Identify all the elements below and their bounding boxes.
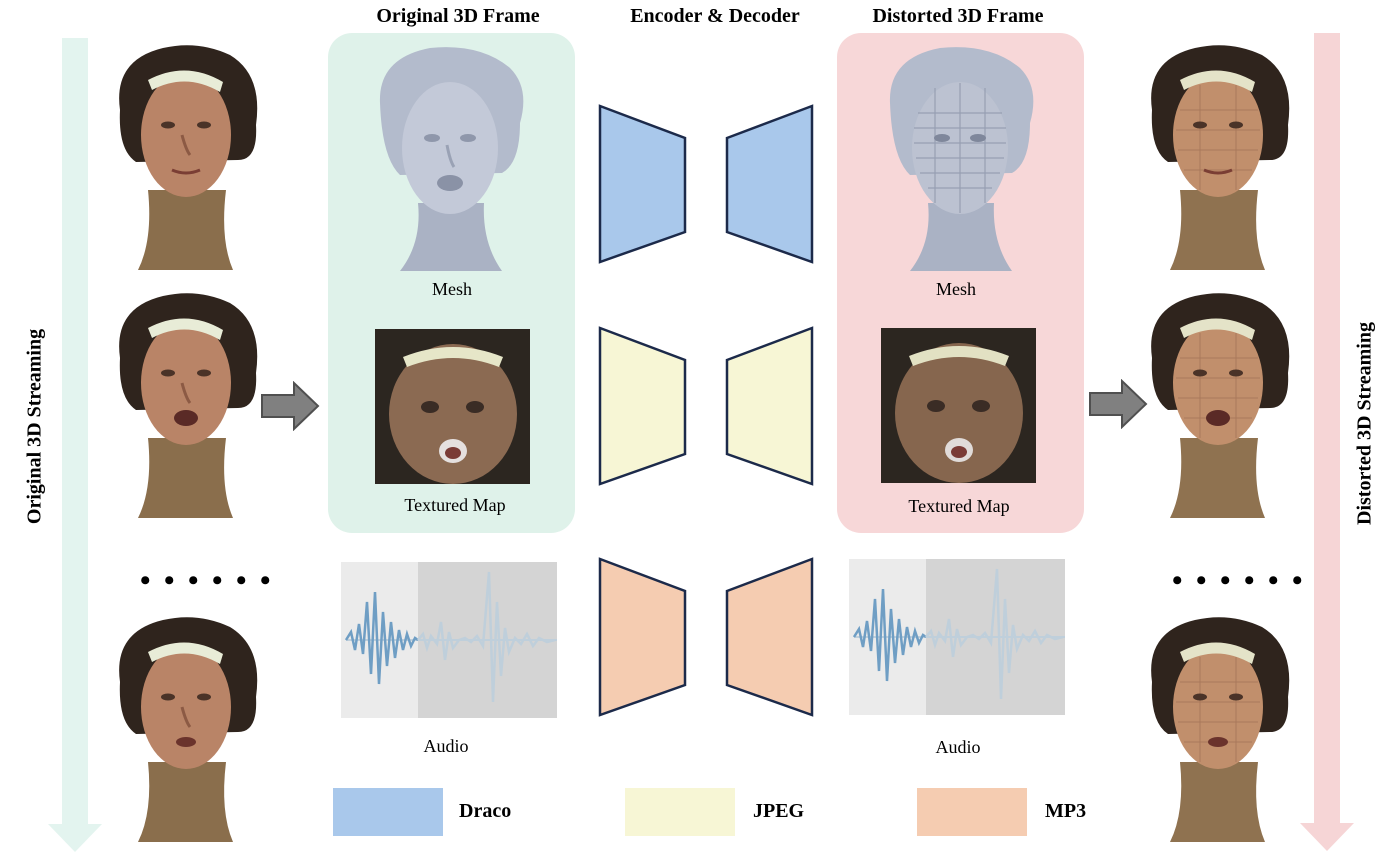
audio-decoder bbox=[725, 557, 814, 717]
distorted-face-image-2 bbox=[1151, 293, 1290, 518]
output-arrow-icon bbox=[1089, 379, 1148, 429]
legend-label-draco: Draco bbox=[459, 800, 512, 822]
distorted-audio-waveform bbox=[849, 559, 1065, 715]
original-audio-waveform bbox=[341, 562, 557, 718]
distorted-mesh-image bbox=[889, 47, 1034, 271]
mesh-decoder bbox=[725, 104, 814, 264]
original-ellipsis: • • • • • • bbox=[140, 564, 274, 597]
legend-swatch-mp3 bbox=[917, 788, 1027, 836]
original-texture-map-image bbox=[375, 329, 530, 484]
original-mesh-caption: Mesh bbox=[432, 279, 472, 299]
mesh-encoder bbox=[598, 104, 687, 264]
distorted-stream-label: Distorted 3D Streaming bbox=[1353, 322, 1376, 525]
original-frame-heading: Original 3D Frame bbox=[376, 5, 540, 27]
original-stream-arrow bbox=[48, 38, 102, 852]
input-arrow-icon bbox=[261, 381, 320, 431]
original-mesh-image bbox=[379, 47, 524, 271]
distorted-ellipsis: • • • • • • bbox=[1172, 564, 1306, 597]
distorted-face-image-1 bbox=[1151, 45, 1290, 270]
distorted-stream-arrow bbox=[1300, 33, 1354, 851]
original-face-image-3 bbox=[119, 617, 258, 842]
legend-swatch-jpeg bbox=[625, 788, 735, 836]
legend-label-jpeg: JPEG bbox=[753, 800, 805, 822]
distorted-audio-caption: Audio bbox=[935, 737, 981, 757]
legend-label-mp3: MP3 bbox=[1045, 800, 1087, 822]
original-audio-caption: Audio bbox=[423, 736, 469, 756]
original-stream-label: Original 3D Streaming bbox=[23, 328, 46, 525]
distorted-face-image-3 bbox=[1151, 617, 1290, 842]
audio-encoder bbox=[598, 557, 687, 717]
texture-decoder bbox=[725, 326, 814, 486]
distorted-frame-heading: Distorted 3D Frame bbox=[872, 5, 1044, 27]
distorted-mesh-caption: Mesh bbox=[936, 279, 976, 299]
original-face-image-1 bbox=[119, 45, 258, 270]
distorted-texture-caption: Textured Map bbox=[908, 496, 1010, 516]
distorted-texture-map-image bbox=[881, 328, 1036, 483]
legend-swatch-draco bbox=[333, 788, 443, 836]
texture-encoder bbox=[598, 326, 687, 486]
original-texture-caption: Textured Map bbox=[404, 495, 506, 515]
encoder-decoder-heading: Encoder & Decoder bbox=[630, 5, 800, 27]
original-face-image-2 bbox=[119, 293, 258, 518]
